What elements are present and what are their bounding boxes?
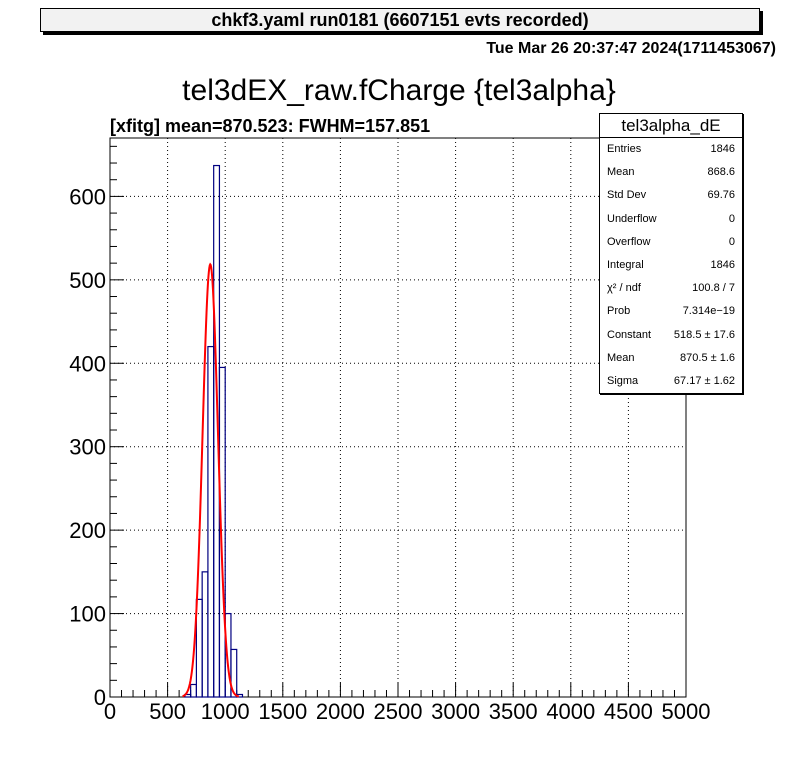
histogram-bin [218, 366, 226, 698]
y-tick-label: 400 [69, 351, 106, 376]
x-tick-label: 500 [149, 699, 186, 724]
histogram-bin [190, 683, 197, 698]
stats-row-value: 0 [728, 212, 735, 225]
y-tick-label: 600 [69, 184, 106, 209]
stats-title: tel3alpha_dE [600, 114, 742, 138]
stats-row: Entries 1846 [600, 138, 742, 161]
fit-curve [182, 262, 240, 698]
y-tick-label: 0 [94, 685, 106, 710]
fit-summary-label: [xfitg] mean=870.523: FWHM=157.851 [110, 116, 431, 136]
stats-row: Integral 1846 [600, 254, 742, 277]
stats-row: Overflow 0 [600, 231, 742, 254]
stats-row-value: 67.17 ± 1.62 [673, 374, 735, 387]
histogram-bin [195, 598, 203, 698]
stats-row-label: Std Dev [607, 189, 647, 202]
stats-row-value: 1846 [710, 258, 735, 271]
stats-row: Underflow 0 [600, 208, 742, 231]
x-tick-label: 1500 [258, 699, 307, 724]
histogram-bin [201, 571, 209, 698]
stats-row-label: Mean [607, 166, 635, 179]
x-tick-label: 0 [104, 699, 116, 724]
stats-row: Std Dev 69.76 [600, 184, 742, 207]
stats-row-value: 518.5 ± 17.6 [673, 328, 735, 341]
stats-row: Prob 7.314e−19 [600, 300, 742, 323]
stats-row-label: Prob [607, 305, 631, 318]
stats-row-value: 100.8 / 7 [692, 282, 735, 295]
stats-rows: Entries 1846 Mean 868.6 Std Dev 69.76 Underflo… [600, 138, 742, 393]
run-header: chkf3.yaml run0181 (6607151 evts recorde… [40, 8, 760, 32]
stats-row-label: Entries [607, 143, 642, 155]
x-tick-label: 4000 [546, 699, 595, 724]
stats-row-value: 870.5 ± 1.6 [680, 351, 735, 364]
stats-row-value: 69.76 [707, 189, 735, 202]
stats-row-value: 7.314e−19 [682, 305, 735, 318]
y-tick-label: 100 [69, 602, 106, 627]
stats-row-label: Mean [607, 351, 635, 364]
stats-row-value: 868.6 [707, 166, 735, 179]
stats-row-label: Sigma [607, 374, 639, 387]
histogram-bin [207, 345, 215, 698]
stats-row-value: 0 [728, 235, 735, 248]
x-tick-label: 3000 [431, 699, 480, 724]
x-tick-label: 2000 [316, 699, 365, 724]
stats-box: tel3alpha_dE Entries 1846 Mean 868.6 Std Dev… [599, 113, 743, 394]
stats-row: χ² / ndf 100.8 / 7 [600, 277, 742, 300]
x-tick-label: 5000 [662, 699, 711, 724]
y-tick-label: 300 [69, 435, 106, 460]
histogram-bin [230, 648, 238, 698]
stats-row-label: Overflow [607, 235, 651, 248]
stats-row-label: Constant [607, 328, 652, 341]
x-tick-label: 1000 [201, 699, 250, 724]
timestamp: Tue Mar 26 20:37:47 2024(1711453067) [486, 40, 776, 57]
x-tick-label: 4500 [604, 699, 653, 724]
y-tick-label: 200 [69, 518, 106, 543]
stats-row: Mean 868.6 [600, 161, 742, 184]
x-tick-label: 3500 [489, 699, 538, 724]
histogram-title: tel3dEX_raw.fCharge {tel3alpha} [182, 74, 616, 107]
stats-row-label: Integral [607, 258, 644, 271]
stats-row: Mean 870.5 ± 1.6 [600, 347, 742, 370]
y-tick-label: 500 [69, 268, 106, 293]
stats-row-value: 1846 [710, 143, 735, 155]
stats-row: Constant 518.5 ± 17.6 [600, 324, 742, 347]
stats-row-label: Underflow [607, 212, 657, 225]
stats-row-label: χ² / ndf [607, 282, 641, 295]
stats-row: Sigma 67.17 ± 1.62 [600, 370, 742, 393]
x-tick-label: 2500 [374, 699, 423, 724]
